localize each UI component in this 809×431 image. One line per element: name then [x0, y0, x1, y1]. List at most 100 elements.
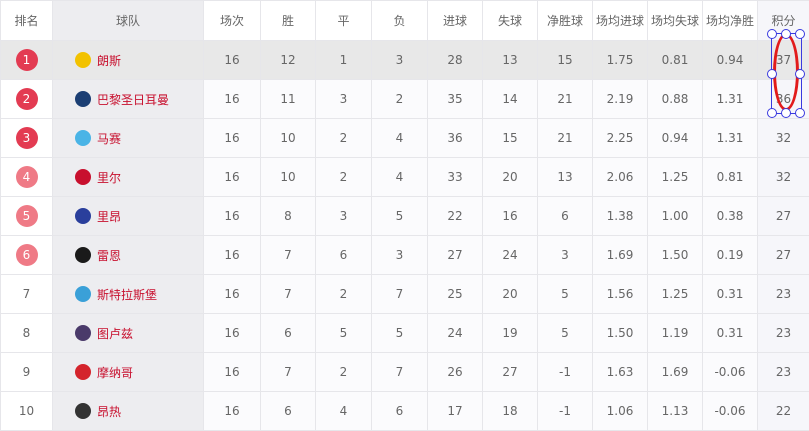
team-cell[interactable]: 斯特拉斯堡: [53, 275, 204, 314]
stat-cell: 11: [261, 80, 316, 119]
stat-cell: 16: [483, 197, 538, 236]
resize-handle[interactable]: [767, 29, 777, 39]
stat-cell: 35: [428, 80, 483, 119]
team-cell[interactable]: 图卢兹: [53, 314, 204, 353]
column-header[interactable]: 场均进球: [593, 1, 648, 41]
stat-cell: 4: [372, 158, 428, 197]
column-header[interactable]: 净胜球: [538, 1, 593, 41]
stat-cell: 1.50: [593, 314, 648, 353]
stat-cell: 16: [204, 158, 261, 197]
stat-cell: 1.06: [593, 392, 648, 431]
stat-cell: 4: [372, 119, 428, 158]
column-header[interactable]: 胜: [261, 1, 316, 41]
points-cell: 32: [758, 158, 809, 197]
team-logo-icon: [75, 208, 91, 224]
stat-cell: 0.94: [648, 119, 703, 158]
stat-cell: 1.75: [593, 41, 648, 80]
column-header[interactable]: 排名: [1, 1, 53, 41]
stat-cell: 12: [261, 41, 316, 80]
rank-badge: 6: [16, 244, 38, 266]
stat-cell: -1: [538, 353, 593, 392]
team-cell[interactable]: 里昂: [53, 197, 204, 236]
stat-cell: 16: [204, 80, 261, 119]
resize-handle[interactable]: [781, 108, 791, 118]
stat-cell: 24: [483, 236, 538, 275]
team-cell[interactable]: 摩纳哥: [53, 353, 204, 392]
column-header[interactable]: 场次: [204, 1, 261, 41]
team-name-link[interactable]: 昂热: [97, 403, 121, 420]
team-name-link[interactable]: 巴黎圣日耳曼: [97, 91, 169, 108]
stat-cell: 16: [204, 392, 261, 431]
header-row: 排名球队场次胜平负进球失球净胜球场均进球场均失球场均净胜积分: [1, 1, 809, 41]
stat-cell: 6: [538, 197, 593, 236]
team-name-link[interactable]: 马赛: [97, 130, 121, 147]
team-name-link[interactable]: 里尔: [97, 169, 121, 186]
column-header[interactable]: 进球: [428, 1, 483, 41]
resize-handle[interactable]: [795, 29, 805, 39]
team-cell[interactable]: 昂热: [53, 392, 204, 431]
team-name-link[interactable]: 斯特拉斯堡: [97, 286, 157, 303]
stat-cell: 25: [428, 275, 483, 314]
column-header[interactable]: 平: [316, 1, 372, 41]
stat-cell: 7: [372, 353, 428, 392]
team-cell[interactable]: 雷恩: [53, 236, 204, 275]
team-name-link[interactable]: 图卢兹: [97, 325, 133, 342]
stat-cell: 1.69: [593, 236, 648, 275]
stat-cell: 0.88: [648, 80, 703, 119]
team-cell[interactable]: 巴黎圣日耳曼: [53, 80, 204, 119]
points-cell: 23: [758, 314, 809, 353]
points-cell: 23: [758, 353, 809, 392]
column-header[interactable]: 场均净胜: [703, 1, 758, 41]
stat-cell: 24: [428, 314, 483, 353]
stat-cell: 16: [204, 314, 261, 353]
team-name-link[interactable]: 里昂: [97, 208, 121, 225]
stat-cell: 1.63: [593, 353, 648, 392]
team-cell[interactable]: 朗斯: [53, 41, 204, 80]
stat-cell: -0.06: [703, 353, 758, 392]
resize-handle[interactable]: [767, 108, 777, 118]
resize-handle[interactable]: [795, 69, 805, 79]
stat-cell: 3: [316, 80, 372, 119]
team-name-link[interactable]: 摩纳哥: [97, 364, 133, 381]
rank-cell: 3: [1, 119, 53, 158]
resize-handle[interactable]: [781, 29, 791, 39]
column-header[interactable]: 球队: [53, 1, 204, 41]
team-name-link[interactable]: 雷恩: [97, 247, 121, 264]
team-cell[interactable]: 里尔: [53, 158, 204, 197]
resize-handle[interactable]: [795, 108, 805, 118]
resize-handle[interactable]: [767, 69, 777, 79]
stat-cell: 15: [483, 119, 538, 158]
stat-cell: 2: [316, 275, 372, 314]
stat-cell: -0.06: [703, 392, 758, 431]
stat-cell: 0.19: [703, 236, 758, 275]
stat-cell: 1.25: [648, 158, 703, 197]
stat-cell: 16: [204, 197, 261, 236]
stat-cell: 0.38: [703, 197, 758, 236]
rank-badge: 1: [16, 49, 38, 71]
rank-cell: 6: [1, 236, 53, 275]
rank-badge: 3: [16, 127, 38, 149]
stat-cell: 3: [372, 236, 428, 275]
points-cell: 27: [758, 197, 809, 236]
rank-badge: 8: [23, 326, 31, 340]
team-cell[interactable]: 马赛: [53, 119, 204, 158]
column-header[interactable]: 场均失球: [648, 1, 703, 41]
column-header[interactable]: 失球: [483, 1, 538, 41]
stat-cell: 5: [538, 275, 593, 314]
stat-cell: 2: [316, 158, 372, 197]
team-name-link[interactable]: 朗斯: [97, 52, 121, 69]
stat-cell: 1: [316, 41, 372, 80]
points-cell: 23: [758, 275, 809, 314]
stat-cell: 2.25: [593, 119, 648, 158]
column-header[interactable]: 负: [372, 1, 428, 41]
